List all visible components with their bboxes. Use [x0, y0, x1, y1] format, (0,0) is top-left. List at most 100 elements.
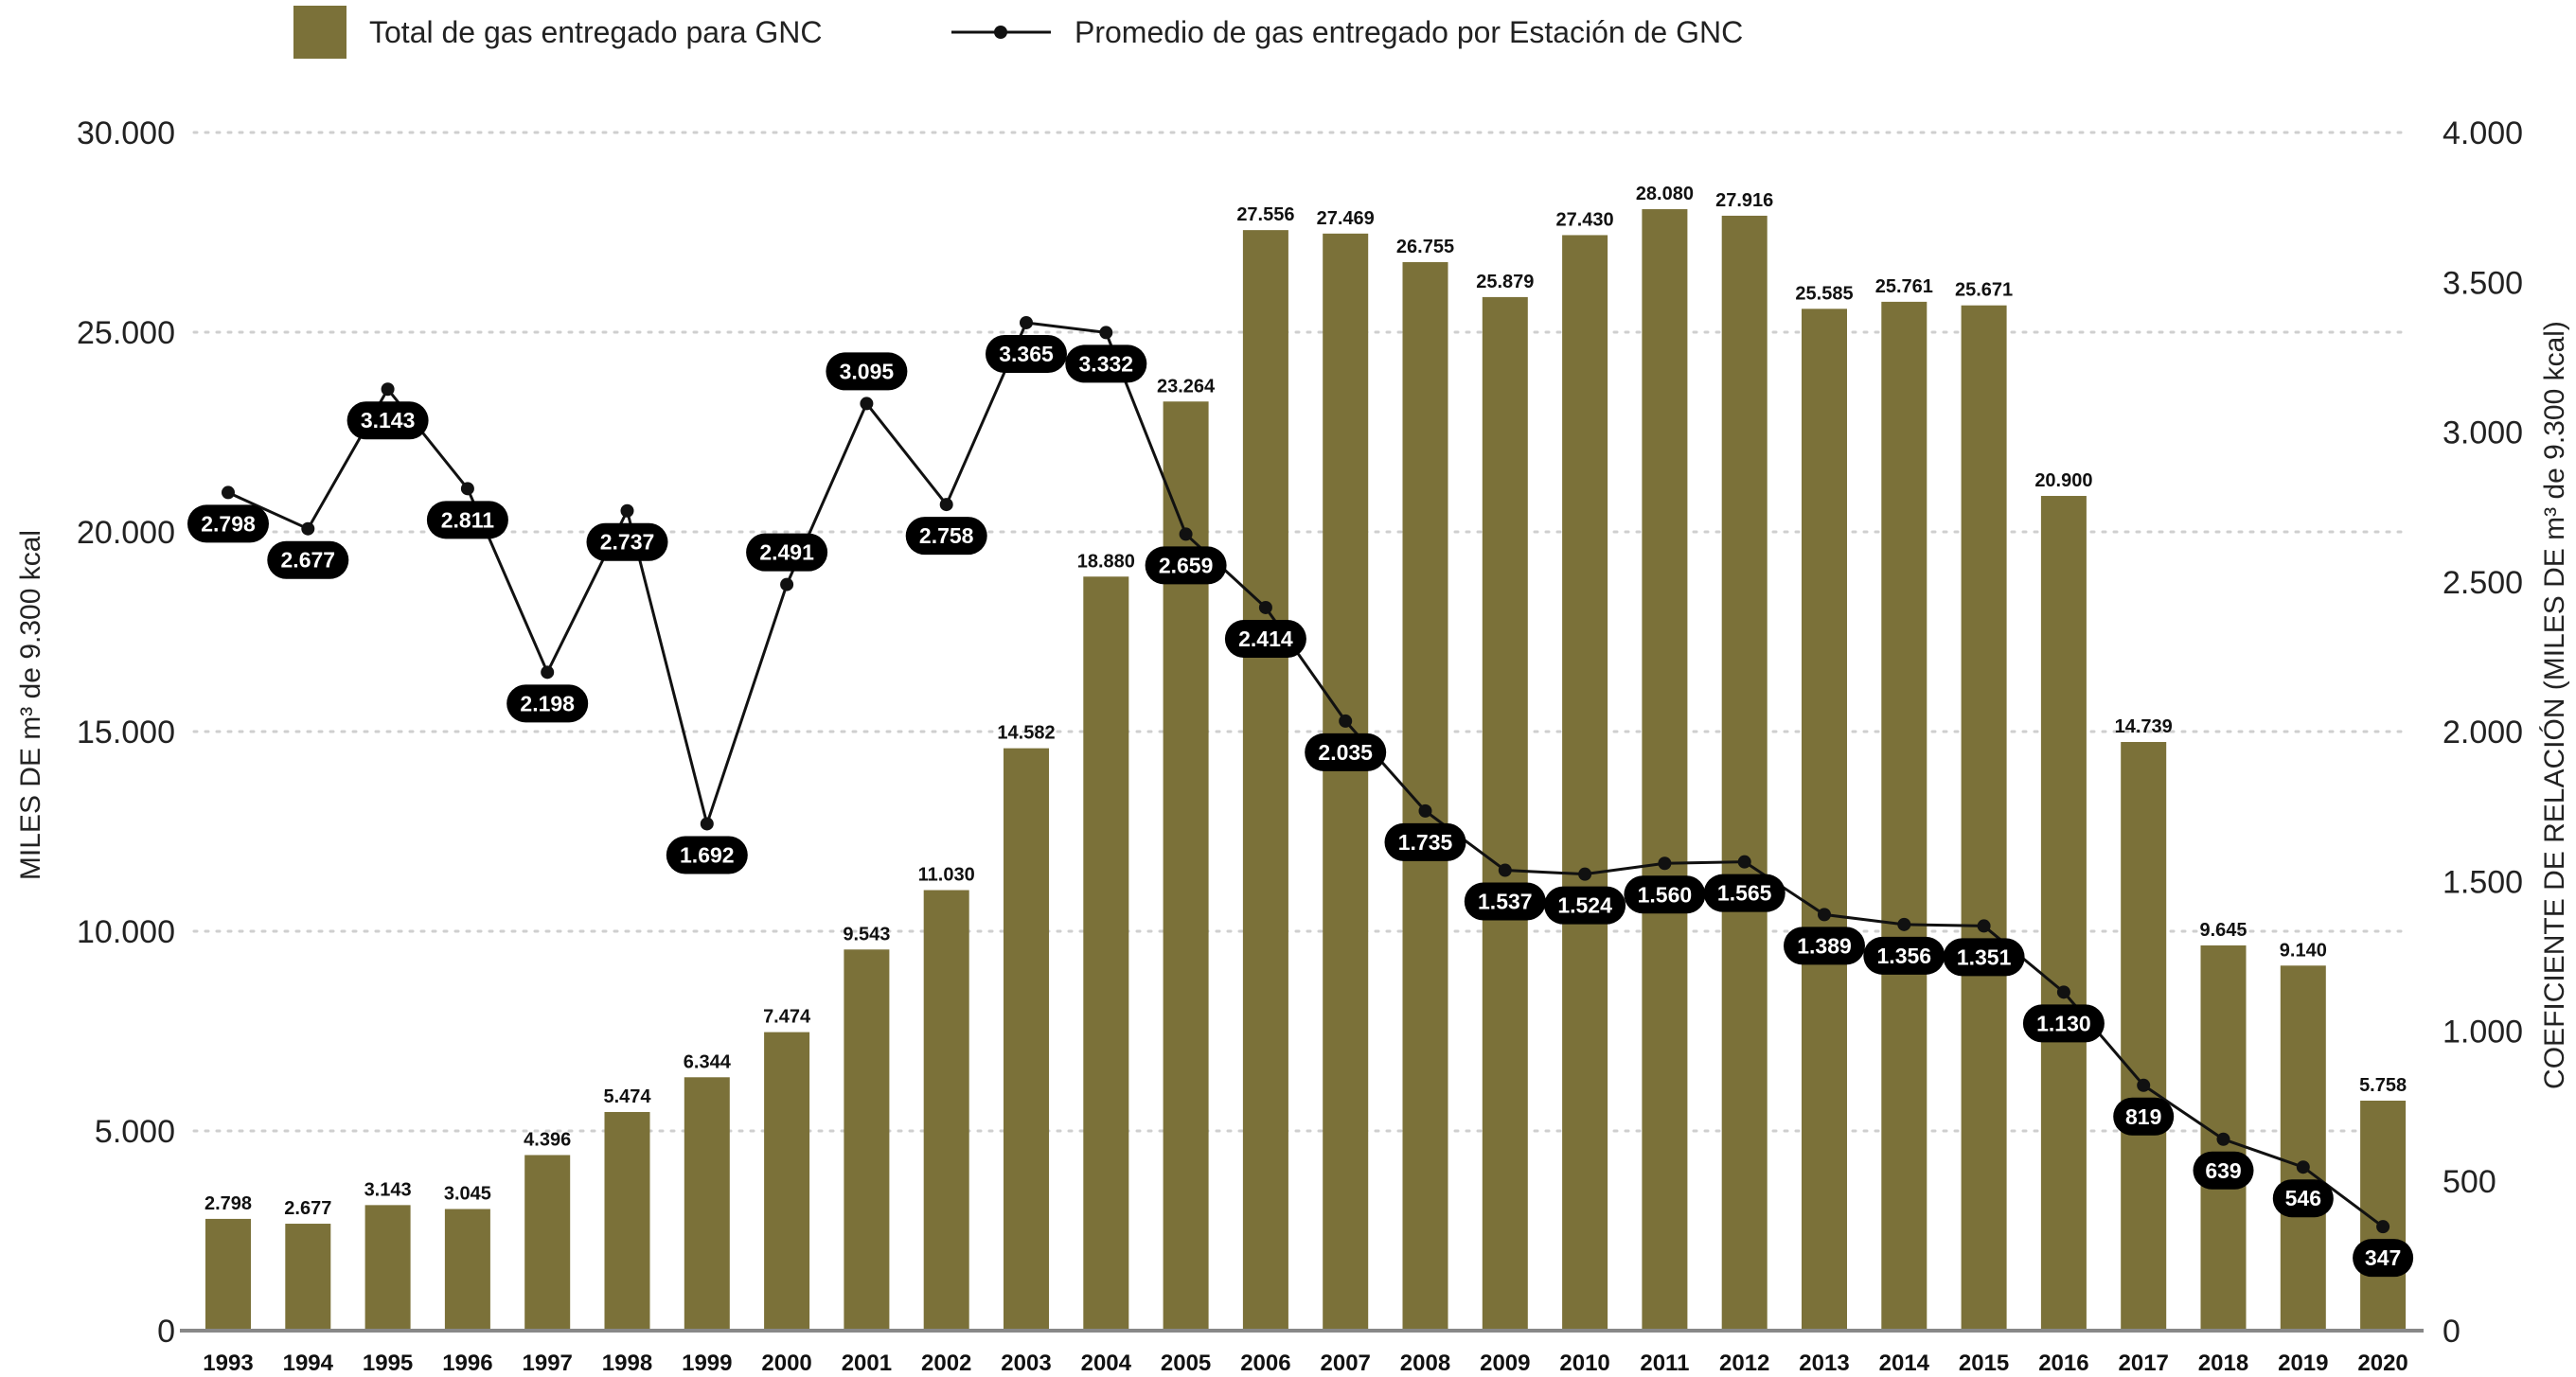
value-pill-text: 1.735 [1398, 830, 1453, 855]
y-right-tick-label: 0 [2443, 1314, 2461, 1350]
line-point [1897, 917, 1911, 931]
value-pill [1544, 886, 1626, 925]
line-value-label: 1.356 [1863, 936, 1945, 975]
bar-value-label: 25.761 [1875, 276, 1933, 297]
x-tick-label: 2015 [1959, 1351, 2009, 1376]
bar [604, 1111, 650, 1331]
value-pill [1943, 938, 2025, 977]
line-point [1658, 856, 1672, 871]
line-point [2216, 1132, 2230, 1146]
line-value-label: 1.565 [1703, 874, 1785, 912]
value-pill [1784, 927, 1865, 965]
line-value-label: 2.198 [506, 684, 589, 723]
y-right-tick-label: 2.000 [2443, 715, 2523, 750]
value-pill [2022, 1004, 2105, 1043]
line-value-label: 3.095 [826, 352, 908, 391]
bar [684, 1077, 730, 1331]
line-value-label: 1.537 [1464, 882, 1546, 921]
value-pill [426, 501, 508, 539]
x-tick-label: 2001 [842, 1351, 892, 1376]
bar-value-label: 27.556 [1236, 204, 1294, 225]
value-pill-text: 3.143 [361, 408, 416, 433]
x-tick-label: 2011 [1640, 1351, 1689, 1376]
value-pill [2113, 1097, 2175, 1136]
y-left-axis-title: MILES DE m³ de 9.300 kcal [15, 530, 46, 880]
x-tick-label: 2006 [1240, 1351, 1290, 1376]
line-value-label: 1.692 [666, 836, 748, 874]
line-point [301, 521, 315, 536]
bar-value-label: 7.474 [763, 1007, 811, 1028]
value-pill-text: 1.537 [1478, 890, 1533, 914]
line-value-label: 639 [2193, 1151, 2254, 1190]
bar [1642, 209, 1688, 1331]
bar-value-label: 27.430 [1556, 209, 1614, 230]
y-right-tick-label: 4.000 [2443, 115, 2523, 151]
line-value-label: 3.365 [986, 334, 1067, 373]
line-point [2137, 1078, 2151, 1092]
y-left-tick-label: 25.000 [77, 315, 175, 351]
x-tick-label: 2012 [1719, 1351, 1769, 1376]
bar [524, 1155, 571, 1331]
legend-line-marker [994, 26, 1007, 39]
line-value-label: 1.560 [1624, 875, 1706, 914]
bar [444, 1209, 490, 1331]
bar-value-label: 3.143 [364, 1179, 412, 1200]
x-tick-label: 2005 [1161, 1351, 1211, 1376]
line-point [939, 498, 953, 512]
y-left-tick-label: 15.000 [77, 715, 175, 750]
line-point [1020, 315, 1033, 329]
y-right-tick-label: 2.500 [2443, 565, 2523, 601]
line-point [620, 503, 634, 518]
x-tick-label: 2003 [1001, 1351, 1051, 1376]
line-value-label: 3.332 [1065, 344, 1147, 383]
line-point [1258, 600, 1272, 614]
line-value-label: 2.659 [1145, 546, 1227, 585]
value-pill-text: 1.351 [1957, 944, 2012, 969]
value-pill-text: 2.737 [600, 530, 655, 555]
x-tick-label: 2009 [1480, 1351, 1530, 1376]
line-point [780, 577, 794, 591]
value-pill [187, 504, 269, 543]
line-value-labels: 2.798 2.677 3.143 2.811 2.198 2.737 1.692 2.491… [187, 334, 2414, 1278]
bar [1802, 309, 1847, 1331]
x-tick-label: 2010 [1559, 1351, 1609, 1376]
bar [923, 890, 969, 1331]
tick-labels: 0 5.000 10.000 15.000 20.000 25.000 30.000 0 500… [77, 115, 2523, 1376]
value-pill [986, 334, 1067, 373]
bar-value-label: 14.739 [2115, 716, 2173, 737]
bar [1961, 305, 2007, 1331]
legend-bar-label: Total de gas entregado para GNC [369, 15, 823, 49]
value-pill-text: 2.811 [441, 507, 494, 532]
value-pill [2272, 1179, 2334, 1218]
legend: Total de gas entregado para GNC Promedio… [293, 6, 1743, 59]
y-right-tick-label: 3.500 [2443, 265, 2523, 301]
value-pill-text: 2.491 [759, 540, 814, 565]
y-right-tick-label: 1.000 [2443, 1015, 2523, 1050]
line-value-label: 347 [2353, 1239, 2414, 1278]
value-pill-text: 1.524 [1557, 893, 1612, 918]
line-point [2056, 985, 2070, 999]
value-pill-text: 1.565 [1717, 881, 1772, 906]
x-tick-label: 2007 [1321, 1351, 1371, 1376]
value-pill [746, 533, 828, 572]
y-left-tick-label: 0 [157, 1314, 175, 1350]
x-tick-label: 2018 [2198, 1351, 2248, 1376]
bar-value-label: 26.755 [1396, 237, 1454, 257]
line-value-label: 2.491 [746, 533, 828, 572]
legend-bar-swatch [293, 6, 346, 59]
value-pill [267, 540, 349, 579]
bar-value-label: 11.030 [918, 865, 975, 886]
bar [764, 1032, 810, 1331]
value-pill [2353, 1239, 2414, 1278]
line-point [1179, 527, 1193, 541]
line-value-label: 2.035 [1305, 733, 1387, 771]
line-point [460, 482, 474, 496]
x-tick-label: 2000 [761, 1351, 811, 1376]
x-tick-label: 1999 [682, 1351, 732, 1376]
value-pill-text: 1.130 [2036, 1011, 2091, 1035]
line-value-label: 2.677 [267, 540, 349, 579]
value-pill [346, 401, 429, 440]
x-tick-label: 1995 [363, 1351, 413, 1376]
line-point [1339, 714, 1353, 728]
